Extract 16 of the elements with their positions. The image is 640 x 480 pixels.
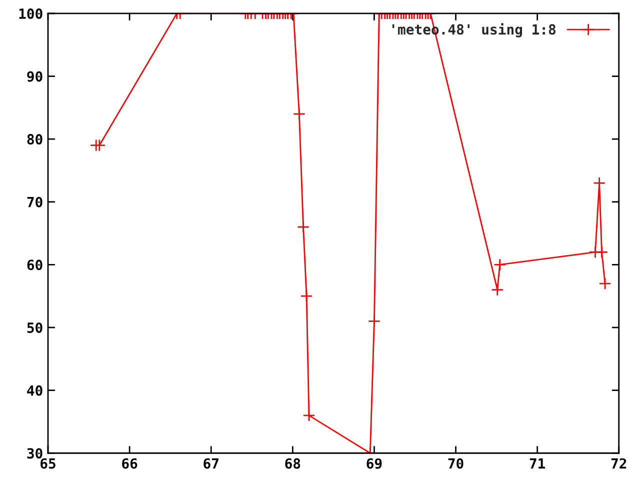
x-tick-label: 70 <box>448 458 464 469</box>
y-tick-label: 60 <box>27 260 42 270</box>
y-tick-label: 70 <box>27 196 42 208</box>
x-tick-label: 69 <box>366 458 382 469</box>
x-tick-label: 71 <box>530 458 546 469</box>
y-tick-label: 50 <box>27 322 42 333</box>
y-tick-label: 90 <box>27 71 42 82</box>
x-tick-label: 66 <box>122 458 138 469</box>
y-tick-label: 30 <box>27 448 42 459</box>
x-tick-label: 72 <box>611 458 626 469</box>
x-tick-label: 68 <box>285 458 300 469</box>
y-tick-label: 100 <box>19 8 42 19</box>
y-tick-label: 80 <box>27 134 42 145</box>
x-tick-label: 67 <box>204 458 218 469</box>
x-tick-label: 65 <box>40 458 56 469</box>
y-tick-label: 40 <box>27 385 42 396</box>
